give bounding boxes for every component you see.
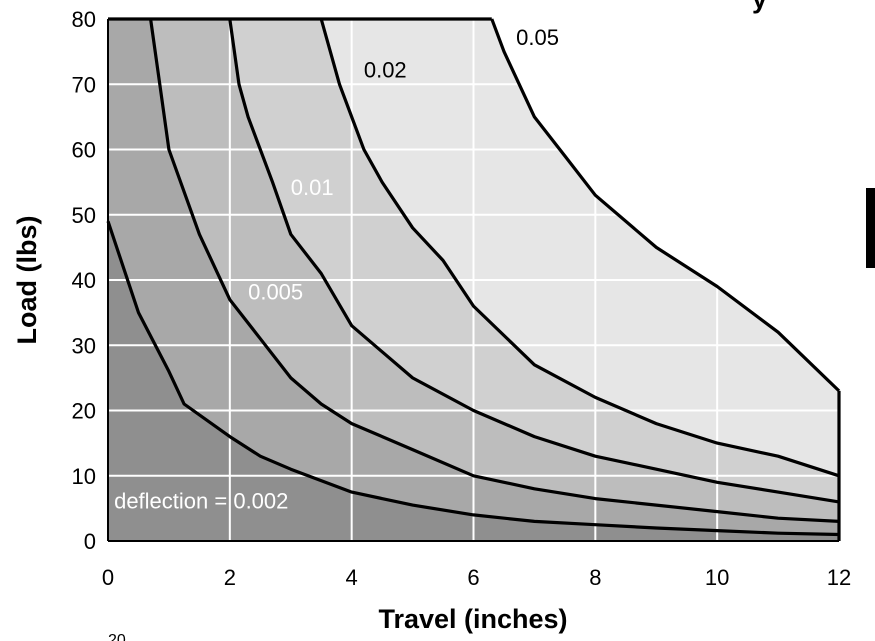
- x-tick-label: 12: [827, 565, 851, 590]
- x-tick-label: 8: [589, 565, 601, 590]
- footnote: 20: [108, 632, 126, 641]
- x-axis-title: Travel (inches): [378, 604, 567, 634]
- y-tick-label: 70: [72, 72, 96, 97]
- envelope-outline: [107, 17, 841, 542]
- cut-off-legend-bar: [866, 188, 875, 268]
- y-tick-label: 40: [72, 268, 96, 293]
- curve-label-0.05: 0.05: [516, 25, 559, 50]
- y-tick-label: 80: [72, 7, 96, 32]
- region-0.002-to-0.005: [108, 19, 839, 535]
- x-tick-label: 2: [224, 565, 236, 590]
- curve-0.005: [149, 18, 840, 523]
- x-tick-label: 10: [705, 565, 729, 590]
- curve-0.002: [106, 220, 840, 537]
- region-0.005-to-0.01: [150, 19, 840, 522]
- x-tick-label: 6: [467, 565, 479, 590]
- x-tick-labels: 0 2 4 6 8 10 12: [102, 565, 851, 590]
- curve-0.02: [319, 18, 840, 478]
- y-tick-label: 0: [84, 529, 96, 554]
- curve-labels: deflection = 0.002 0.005 0.01 0.02 0.05: [114, 25, 559, 513]
- x-tick-label: 4: [346, 565, 358, 590]
- y-tick-labels: 0 10 20 30 40 50 60 70 80: [72, 7, 96, 554]
- curve-label-0.02: 0.02: [364, 58, 407, 83]
- curve-label-0.002: deflection = 0.002: [114, 488, 288, 513]
- y-tick-label: 30: [72, 333, 96, 358]
- y-tick-label: 50: [72, 203, 96, 228]
- curve-0.05: [490, 18, 841, 393]
- cut-off-title-fragment: y: [752, 0, 767, 14]
- deflection-curves: [106, 18, 841, 537]
- curve-label-0.005: 0.005: [248, 280, 303, 305]
- curve-0.01: [228, 18, 840, 504]
- curve-label-0.01: 0.01: [291, 175, 334, 200]
- y-axis-title: Load (lbs): [12, 216, 42, 345]
- y-tick-label: 20: [72, 399, 96, 424]
- region-0.02-to-0.05: [321, 19, 839, 476]
- y-tick-label: 10: [72, 464, 96, 489]
- region-below-0.002: [108, 221, 839, 542]
- x-tick-label: 0: [102, 565, 114, 590]
- y-tick-label: 60: [72, 138, 96, 163]
